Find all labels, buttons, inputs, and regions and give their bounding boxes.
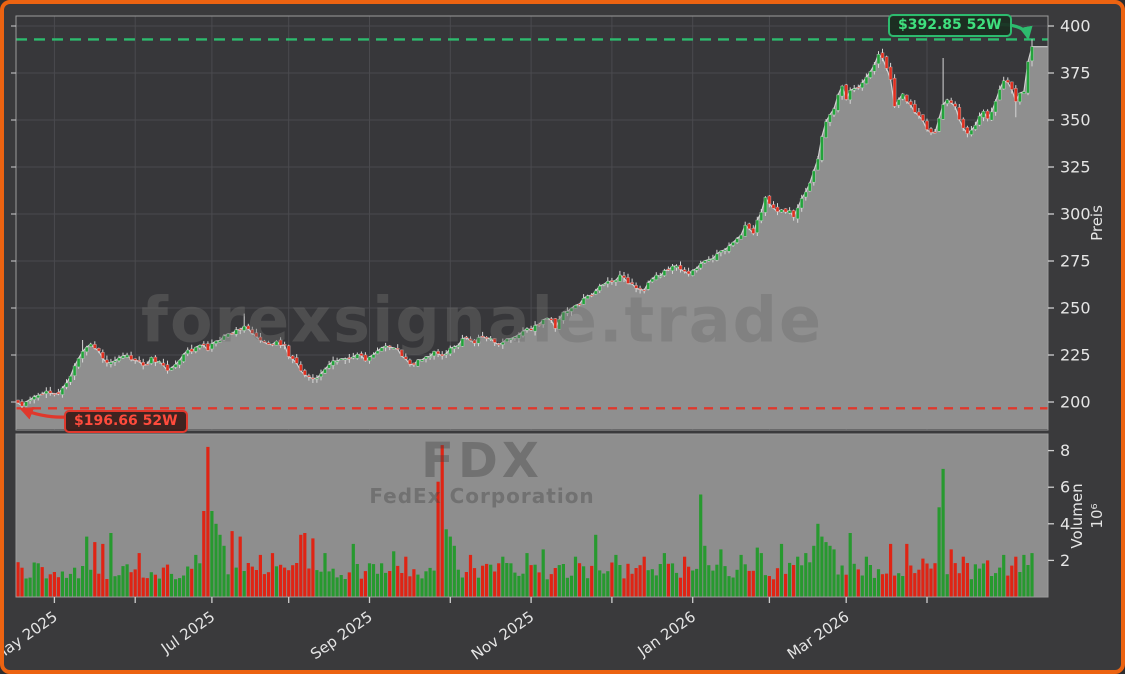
price-tick-label: 225 (1060, 346, 1091, 365)
price-tick-label: 300 (1060, 205, 1091, 224)
volume-tick-label: 4 (1060, 514, 1070, 533)
price-volume-chart: 200 225 250 275 300 325 350 375 400 Preis 2 4 6 8 Volu… (4, 15, 1106, 665)
price-tick-label: 375 (1060, 64, 1091, 83)
price-tick-label: 325 (1060, 158, 1091, 177)
price-tick-label: 400 (1060, 17, 1091, 36)
volume-tick-label: 2 (1060, 551, 1070, 570)
x-tick-label: Mar 2026 (784, 608, 853, 664)
x-axis: May 2025 Jul 2025 Sep 2025 Nov 2025 Jan 2026… (4, 597, 928, 665)
volume-axis-scale: 10⁶ (1088, 503, 1106, 528)
price-axis: 200 225 250 275 300 325 350 375 400 Preis (11, 17, 1106, 412)
level-lines (16, 38, 1048, 410)
price-tick-label: 350 (1060, 111, 1091, 130)
price-tick-label: 250 (1060, 299, 1091, 318)
x-tick-label: Jul 2025 (157, 608, 218, 658)
volume-tick-label: 6 (1060, 478, 1070, 497)
panel-borders (15, 15, 1049, 598)
candles (16, 39, 1034, 409)
volume-tick-label: 8 (1060, 441, 1070, 460)
volume-axis: 2 4 6 8 Volumen 10⁶ (1048, 441, 1106, 570)
volume-axis-title: Volumen (1068, 483, 1086, 548)
price-tick-label: 275 (1060, 252, 1091, 271)
x-tick-label: Nov 2025 (468, 608, 537, 664)
x-tick-label: May 2025 (4, 608, 61, 665)
volume-bars (16, 445, 1034, 597)
price-axis-title: Preis (1088, 205, 1106, 241)
x-tick-label: Jan 2026 (634, 608, 699, 661)
price-tick-label: 200 (1060, 393, 1091, 412)
x-tick-label: Sep 2025 (307, 608, 376, 664)
